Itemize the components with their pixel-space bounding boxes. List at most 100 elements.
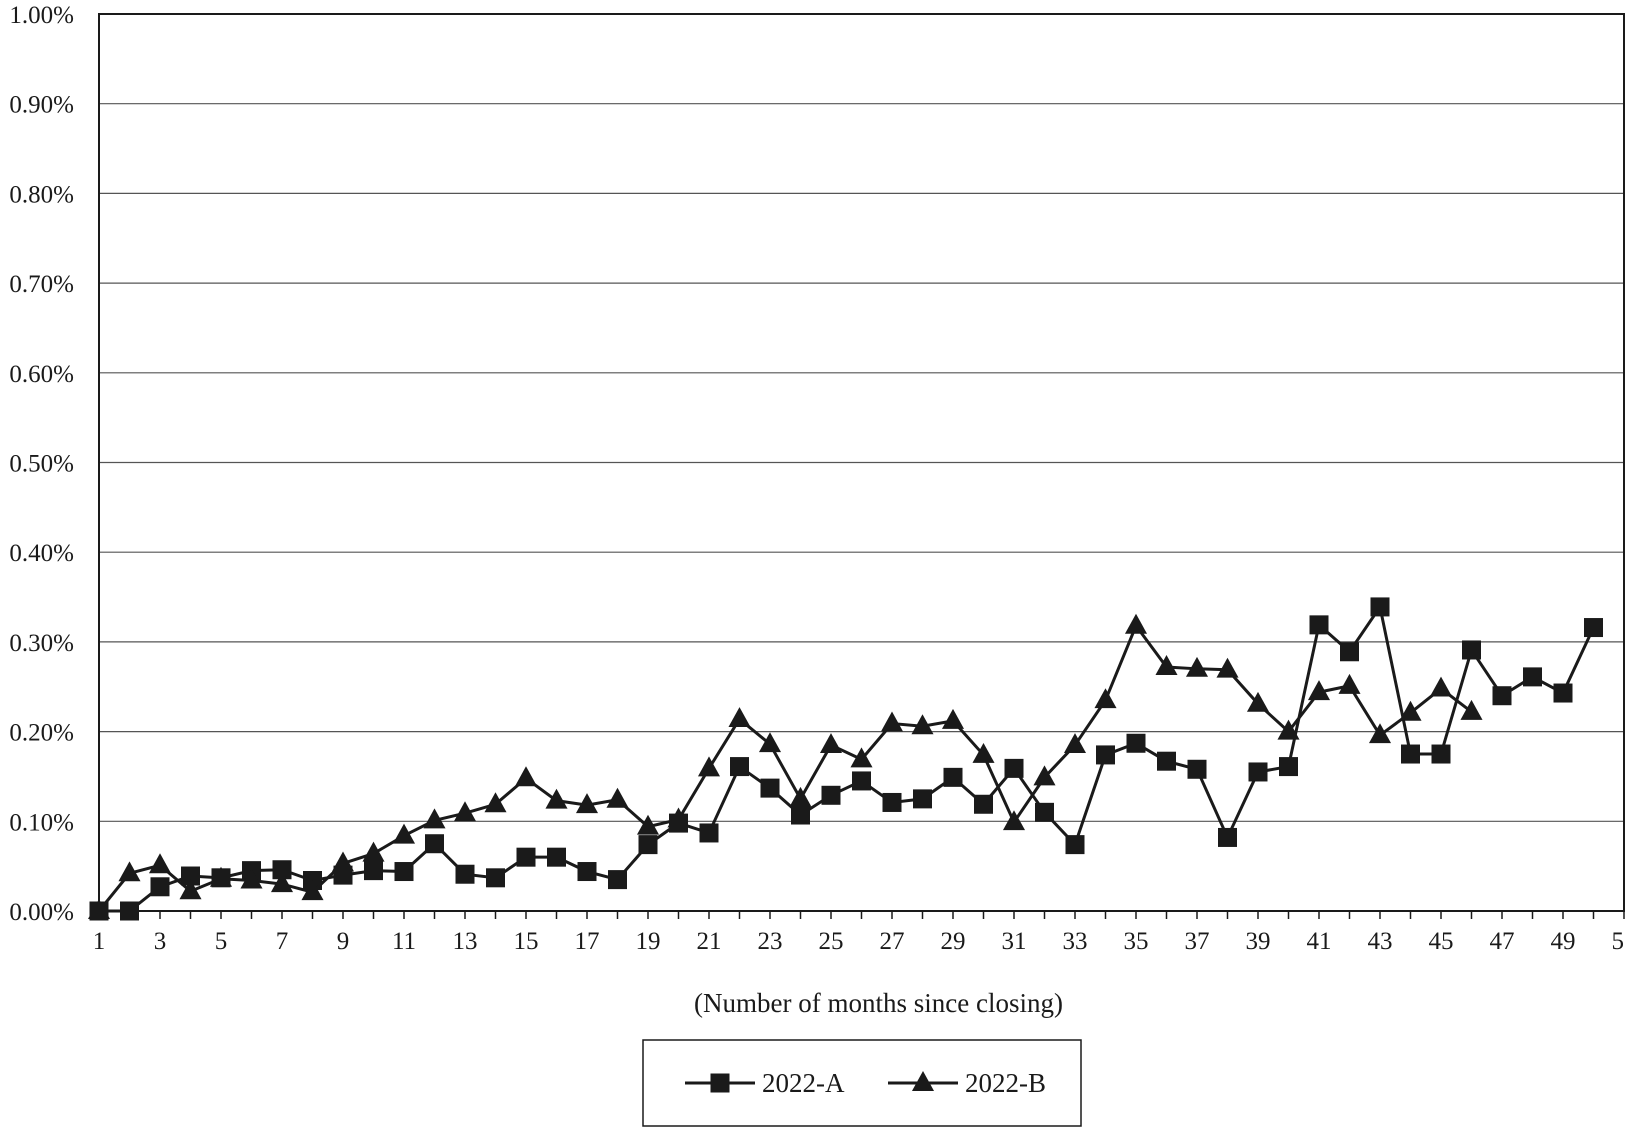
data-point-2022-A [394,862,414,882]
data-point-2022-B [1399,700,1422,721]
data-point-2022-A [1004,758,1024,778]
data-point-2022-B [1094,688,1117,709]
x-tick-label: 9 [337,928,350,955]
data-point-2022-B [209,866,233,887]
y-tick-label: 0.70% [9,271,74,298]
x-tick-label: 17 [575,928,600,955]
data-point-2022-B [880,711,904,732]
y-tick-label: 0.90% [9,92,74,119]
data-point-2022-A [608,870,627,890]
data-point-2022-A [150,877,170,897]
data-point-2022-A [1309,615,1329,635]
series-2022-B [87,613,1483,919]
data-point-2022-B [758,732,782,753]
data-point-2022-B [1155,655,1178,675]
x-tick-label: 15 [514,928,539,955]
data-point-2022-A [1492,686,1512,706]
data-point-2022-B [819,733,843,754]
data-point-2022-A [486,868,505,888]
data-point-2022-A [1035,802,1054,822]
y-tick-label: 0.10% [9,809,74,836]
data-point-2022-A [791,805,810,825]
data-point-2022-B [1307,680,1331,701]
x-tick-label: 43 [1368,928,1393,955]
y-tick-label: 0.80% [9,181,74,208]
data-point-2022-B [911,714,934,735]
data-point-2022-B [362,841,385,862]
y-tick-label: 1.00% [9,2,74,29]
data-point-2022-B [789,786,812,807]
data-point-2022-A [943,767,963,787]
x-tick-label: 47 [1490,928,1515,955]
data-point-2022-B [545,788,568,809]
data-point-2022-B [728,707,751,728]
x-tick-label: 45 [1429,928,1454,955]
data-point-2022-A [577,862,597,882]
data-point-2022-B [1246,691,1270,712]
data-point-2022-A [272,860,292,880]
x-tick-label: 19 [636,928,661,955]
legend-marker [710,1073,730,1093]
data-point-2022-B [240,868,263,889]
axes: 0.00% 0.10% 0.20% 0.30% 0.40% 0.50% 0.60% 0.70%… [9,2,1626,1018]
data-point-2022-B [331,851,355,872]
x-tick-label: 33 [1063,928,1088,955]
x-tick-label: 5 [215,928,228,955]
y-tick-label: 0.00% [9,899,74,926]
data-point-2022-B [667,807,690,828]
data-point-2022-B [1063,733,1087,754]
data-point-2022-B [697,756,721,777]
data-point-2022-B [301,880,324,901]
legend-marker [911,1071,935,1091]
data-point-2022-B [1460,699,1483,720]
y-tick-label: 0.20% [9,720,74,747]
data-point-2022-A [516,847,536,867]
x-tick-label: 35 [1124,928,1149,955]
data-point-2022-A [1584,618,1603,638]
data-point-2022-A [364,861,383,881]
data-point-2022-B [118,861,141,882]
data-point-2022-B [179,879,202,900]
data-point-2022-B [1185,656,1209,677]
data-point-2022-A [120,901,139,921]
legend-entry-2022-B: 2022-B [888,1068,1046,1098]
data-point-2022-B [87,899,111,919]
legend: 2022-A 2022-B [642,1039,1082,1127]
x-tick-label: 21 [697,928,722,955]
data-point-2022-A [760,778,780,798]
data-point-2022-B [1124,613,1148,634]
data-point-2022-A [730,757,749,777]
x-tick-label: 13 [453,928,478,955]
data-point-2022-B [972,742,995,763]
data-point-2022-B [1368,723,1392,744]
x-tick-label: 31 [1002,928,1027,955]
data-point-2022-B [148,853,172,874]
y-tick-label: 0.50% [9,451,74,478]
data-point-2022-A [1126,733,1146,753]
data-point-2022-B [514,766,538,787]
legend-entry-2022-A: 2022-A [685,1068,845,1098]
data-point-2022-B [606,787,629,808]
data-point-2022-B [423,808,446,829]
x-tick-label: 23 [758,928,783,955]
legend-label: 2022-B [965,1068,1046,1098]
x-tick-label: 25 [819,928,844,955]
data-point-2022-A [1523,667,1542,687]
series-line-2022-B [97,622,1473,912]
data-point-2022-A [181,866,200,886]
x-tick-label: 27 [880,928,905,955]
data-point-2022-A [1431,744,1451,764]
data-point-2022-A [821,785,841,805]
data-point-2022-B [1002,810,1026,831]
data-point-2022-A [638,835,658,855]
data-point-2022-A [547,847,566,867]
data-point-2022-B [636,814,660,835]
data-point-2022-B [941,708,965,729]
x-tick-label: 1 [93,928,106,955]
data-point-2022-A [1218,827,1237,847]
x-tick-label: 41 [1307,928,1332,955]
series-line-2022-A [99,603,1595,913]
x-axis-title: (Number of months since closing) [694,988,1063,1018]
x-tick-label: 29 [941,928,966,955]
